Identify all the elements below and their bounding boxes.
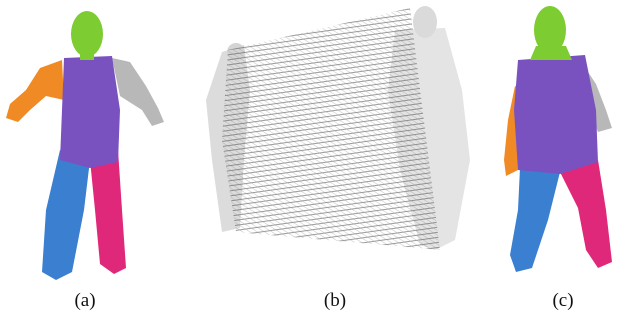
panel-label: (a)	[74, 290, 95, 311]
segmented-mesh-c	[504, 6, 612, 272]
panel-label: (c)	[552, 290, 573, 311]
figure: (a) (b) (c)	[0, 0, 618, 316]
segmented-mesh-a	[6, 11, 164, 280]
correspondence-mesh-b	[206, 6, 470, 250]
page: {"panels": [{"label": "(a)"}, {"label": …	[0, 0, 618, 316]
panel-label: (b)	[324, 290, 346, 311]
